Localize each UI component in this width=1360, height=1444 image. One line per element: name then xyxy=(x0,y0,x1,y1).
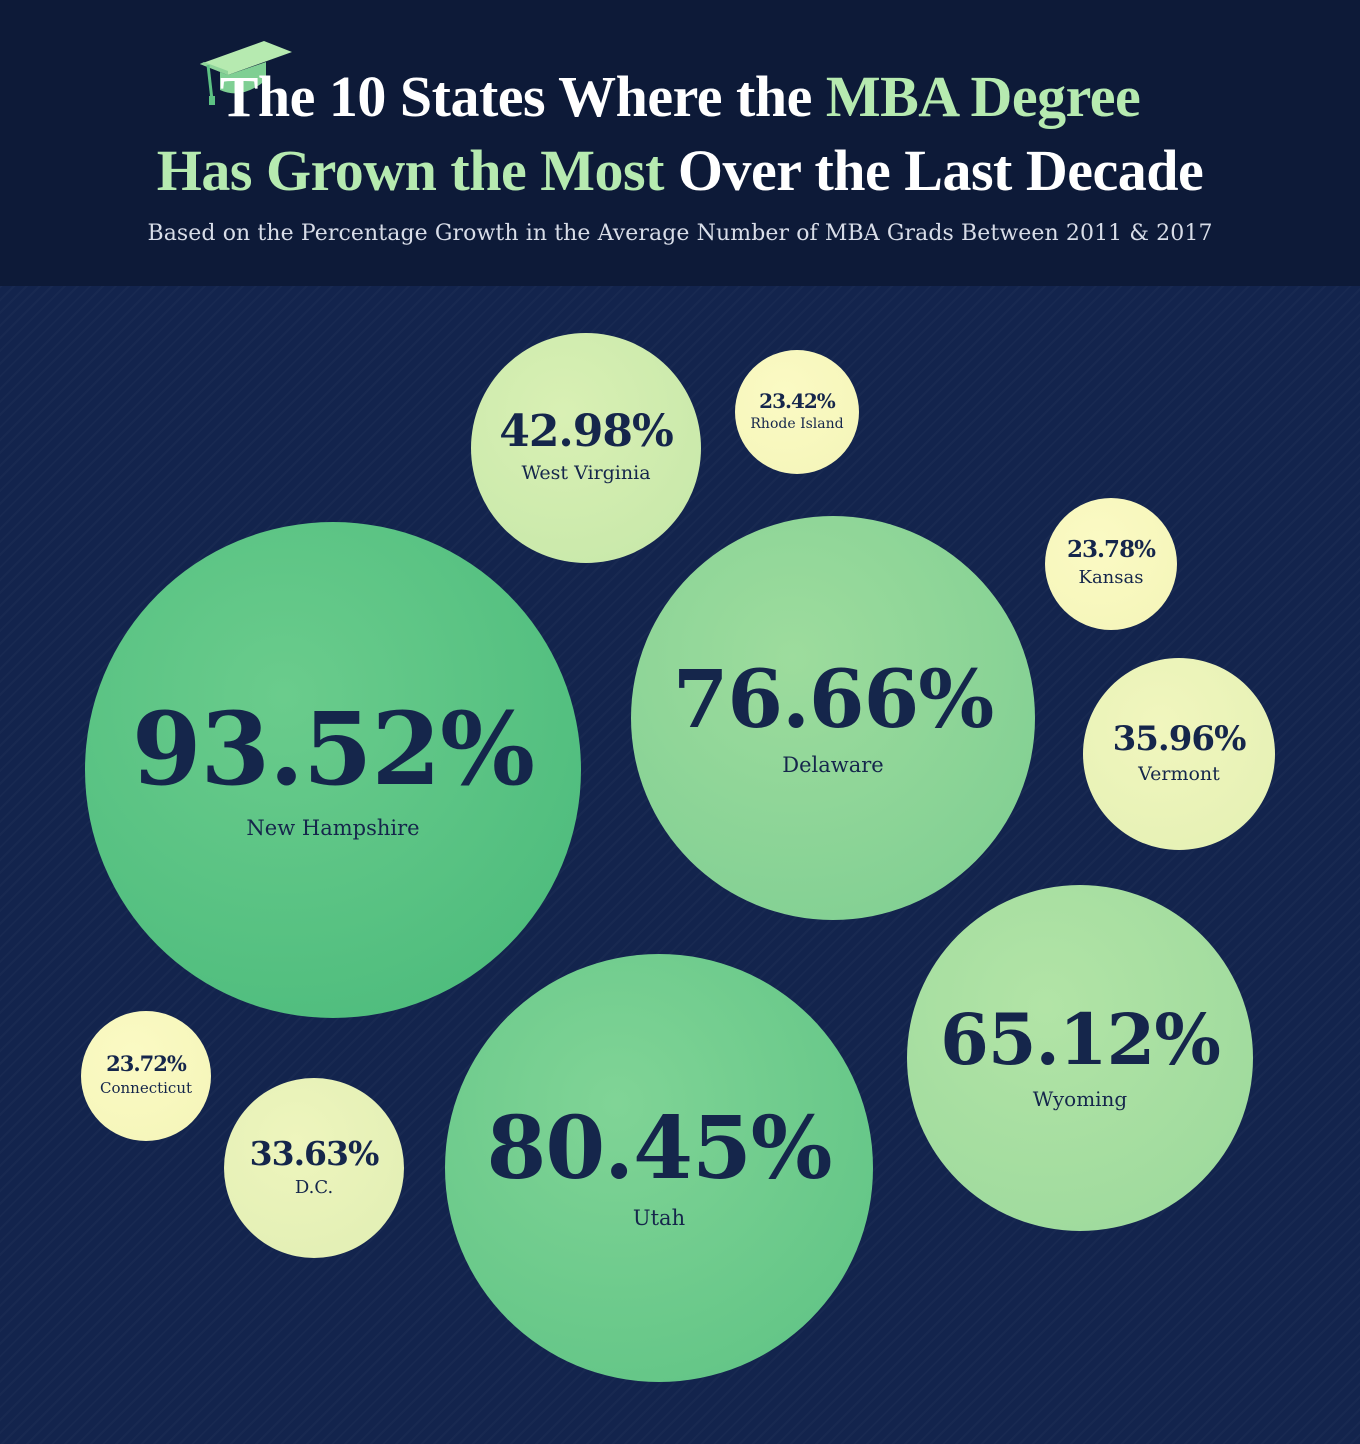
bubble-label: Connecticut xyxy=(99,1079,193,1097)
bubble-value: 23.42% xyxy=(759,388,836,413)
bubble-label: Delaware xyxy=(782,752,884,777)
bubble-rhode-island: 23.42% Rhode Island xyxy=(735,350,859,474)
title-line-1: The 10 States Where the MBA Degree xyxy=(0,62,1360,132)
bubble-d-c: 33.63% D.C. xyxy=(224,1078,404,1258)
bubble-wyoming: 65.12% Wyoming xyxy=(907,885,1253,1231)
bubble-new-hampshire: 93.52% New Hampshire xyxy=(85,522,581,1018)
bubble-utah: 80.45% Utah xyxy=(445,954,873,1382)
subtitle: Based on the Percentage Growth in the Av… xyxy=(147,221,1213,246)
header: The 10 States Where the MBA Degree Has G… xyxy=(0,0,1360,286)
bubble-delaware: 76.66% Delaware xyxy=(631,516,1035,920)
bubble-label: Kansas xyxy=(1078,567,1144,588)
bubble-label: Vermont xyxy=(1138,762,1220,785)
bubble-value: 76.66% xyxy=(672,651,995,746)
bubble-west-virginia: 42.98% West Virginia xyxy=(471,333,701,563)
bubble-label: D.C. xyxy=(294,1177,334,1198)
bubble-value: 23.78% xyxy=(1067,536,1156,563)
bubble-connecticut: 23.72% Connecticut xyxy=(81,1011,211,1141)
graduation-cap-icon xyxy=(200,41,292,105)
bubble-label: West Virginia xyxy=(521,462,651,484)
bubble-label: Utah xyxy=(632,1205,686,1230)
title-line-2: Has Grown the Most Over the Last Decade xyxy=(0,136,1360,206)
bubble-value: 23.72% xyxy=(106,1051,187,1076)
title-text-highlight-1: MBA Degree xyxy=(825,64,1141,129)
title-text-white-2: Over the Last Decade xyxy=(677,138,1204,203)
bubble-vermont: 35.96% Vermont xyxy=(1083,658,1275,850)
title-text-white-1: The 10 States Where the xyxy=(219,64,813,129)
bubble-kansas: 23.78% Kansas xyxy=(1045,498,1177,630)
title-text-highlight-2: Has Grown the Most xyxy=(156,138,665,203)
bubble-value: 65.12% xyxy=(940,998,1221,1081)
bubble-value: 35.96% xyxy=(1112,718,1247,759)
bubble-label: Rhode Island xyxy=(750,415,844,432)
bubble-value: 33.63% xyxy=(249,1134,380,1173)
bubble-value: 93.52% xyxy=(131,690,535,808)
bubble-label: New Hampshire xyxy=(246,816,420,840)
bubble-label: Wyoming xyxy=(1032,1087,1128,1111)
bubble-value: 80.45% xyxy=(486,1097,832,1199)
bubble-value: 42.98% xyxy=(499,406,674,457)
